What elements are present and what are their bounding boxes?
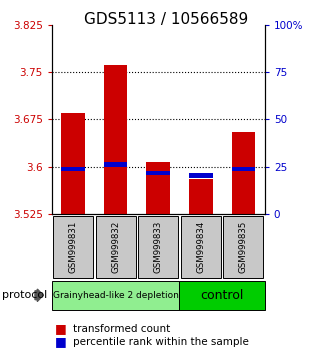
Text: GSM999835: GSM999835	[239, 221, 248, 273]
Text: percentile rank within the sample: percentile rank within the sample	[73, 337, 249, 347]
Bar	[147, 162, 170, 214]
Text: Grainyhead-like 2 depletion: Grainyhead-like 2 depletion	[53, 291, 178, 300]
Text: GDS5113 / 10566589: GDS5113 / 10566589	[84, 12, 249, 27]
Text: control: control	[200, 289, 244, 302]
Text: protocol: protocol	[2, 290, 47, 300]
Bar	[232, 167, 255, 171]
Text: GSM999833: GSM999833	[154, 221, 163, 273]
Text: transformed count: transformed count	[73, 324, 170, 333]
Bar	[61, 167, 85, 171]
Text: GSM999834: GSM999834	[196, 221, 205, 273]
Bar	[61, 113, 85, 214]
Bar	[232, 132, 255, 214]
Text: GSM999832: GSM999832	[111, 221, 120, 273]
Text: ■: ■	[55, 322, 67, 335]
Bar	[189, 179, 212, 214]
Bar	[147, 171, 170, 175]
Text: GSM999831: GSM999831	[68, 221, 78, 273]
Bar	[189, 173, 212, 178]
Bar	[104, 64, 127, 214]
Text: ■: ■	[55, 335, 67, 348]
Bar	[104, 162, 127, 167]
